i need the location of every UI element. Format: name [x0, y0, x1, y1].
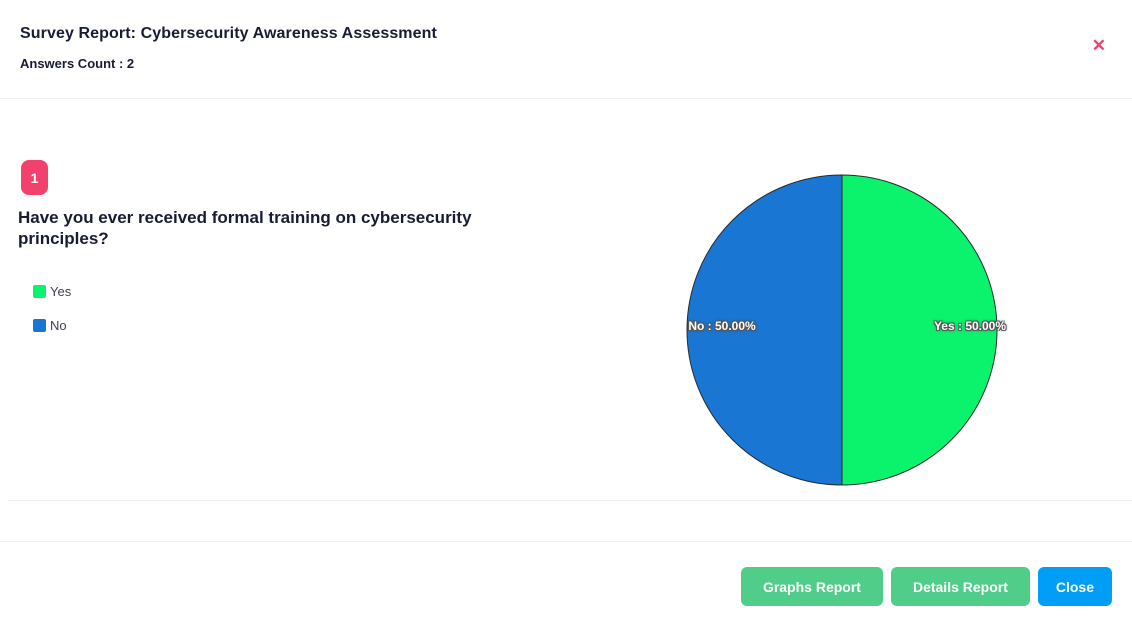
- legend-item-yes: Yes: [33, 284, 71, 299]
- header-divider: [0, 98, 1132, 99]
- question-section-divider: [8, 500, 1132, 501]
- pie-slice-no[interactable]: [686, 174, 843, 486]
- pie-slice-yes[interactable]: [841, 174, 998, 486]
- legend-swatch-yes: [33, 285, 46, 298]
- pie-label-no: No : 50.00%: [688, 319, 756, 333]
- pie-chart: No : 50.00% Yes : 50.00%: [686, 174, 1006, 486]
- close-icon[interactable]: ✕: [1091, 36, 1106, 55]
- close-button[interactable]: Close: [1037, 567, 1112, 606]
- modal-header: Survey Report: Cybersecurity Awareness A…: [0, 0, 1132, 98]
- legend-swatch-no: [33, 319, 46, 332]
- footer-divider: [0, 541, 1132, 542]
- graphs-report-button[interactable]: Graphs Report: [740, 567, 883, 606]
- answers-count-label: Answers Count : 2: [20, 56, 135, 71]
- question-text: Have you ever received formal training o…: [18, 208, 472, 248]
- pie-chart-svg: [686, 174, 998, 486]
- modal-title: Survey Report: Cybersecurity Awareness A…: [20, 25, 437, 42]
- details-report-button[interactable]: Details Report: [890, 567, 1030, 606]
- chart-legend: Yes No: [33, 284, 71, 352]
- question-number-badge: 1: [21, 160, 48, 195]
- modal-footer: Graphs Report Details Report Close: [0, 541, 1132, 627]
- legend-label-no: No: [50, 318, 67, 333]
- legend-label-yes: Yes: [50, 284, 72, 299]
- pie-label-yes: Yes : 50.00%: [933, 319, 1007, 333]
- legend-item-no: No: [33, 318, 71, 333]
